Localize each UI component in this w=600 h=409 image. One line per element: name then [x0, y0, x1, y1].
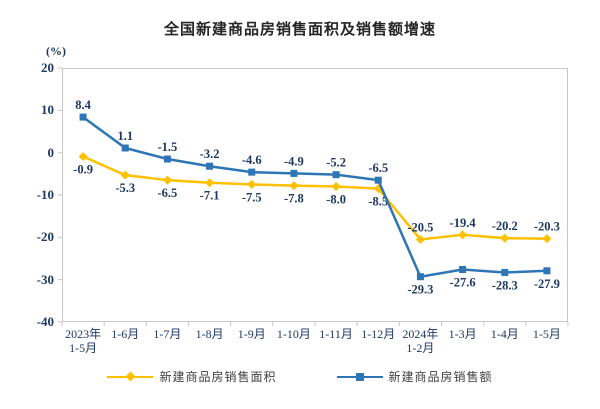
x-tick-label: 1-5月: [532, 327, 561, 341]
y-tick-label: 10: [41, 102, 54, 118]
x-tick-label: 1-11月: [319, 327, 353, 341]
legend-line-square-icon: [336, 372, 383, 382]
data-point-marker: [289, 181, 299, 191]
data-point-marker: [206, 162, 214, 170]
data-point-marker: [247, 179, 257, 189]
data-point-label: -27.9: [534, 277, 560, 291]
data-point-marker: [78, 151, 88, 162]
x-tick-label: 2023年 1-5月: [65, 327, 102, 355]
data-point-label: -6.5: [368, 161, 388, 175]
legend-line-diamond-icon: [107, 371, 154, 382]
data-point-marker: [205, 178, 215, 188]
data-point-label: -8.0: [326, 193, 346, 207]
data-point-marker: [120, 170, 130, 180]
data-point-label: -20.3: [534, 220, 560, 234]
x-tick-label: 1-3月: [448, 327, 477, 341]
series-line-area: [82, 155, 547, 241]
y-tick-label: -20: [36, 229, 54, 245]
data-point-marker: [458, 230, 468, 240]
data-point-marker: [332, 171, 340, 179]
y-tick-label: -30: [36, 271, 54, 287]
series-line-amount: [82, 116, 547, 279]
data-point-label: -20.5: [407, 220, 433, 234]
data-point-label: -27.6: [450, 276, 476, 290]
data-point-marker: [290, 169, 298, 177]
legend-item-sales-area: 新建商品房销售面积: [107, 368, 276, 385]
data-point-marker: [542, 234, 552, 244]
x-tick-label: 1-9月: [237, 327, 266, 341]
data-point-label: -28.3: [492, 278, 518, 292]
data-point-marker: [331, 182, 341, 192]
x-tick-label: 1-8月: [195, 327, 224, 341]
data-point-label: -29.3: [407, 283, 433, 297]
data-point-marker: [248, 168, 256, 176]
x-tick-label: 1-12月: [361, 327, 396, 341]
data-point-label: 1.1: [117, 129, 133, 143]
data-point-marker: [374, 176, 382, 184]
data-point-label: -7.8: [284, 192, 304, 206]
data-point-label: -0.9: [73, 162, 93, 176]
line-chart-canvas: -0.9 -5.3 -6.5 -7.1 -7.5 -7.8 -8.0 -8.5 -20.5 -19…: [58, 67, 569, 326]
data-point-label: -8.5: [368, 195, 388, 209]
data-point-marker: [163, 155, 171, 163]
data-point-label: -5.3: [115, 181, 135, 195]
x-tick-label: 1-10月: [276, 327, 311, 341]
x-tick-label: 1-4月: [490, 327, 519, 341]
data-point-label: -5.2: [326, 156, 346, 170]
data-point-marker: [121, 144, 129, 152]
y-axis-unit-label: (%): [46, 44, 66, 58]
x-tick-label: 2024年 1-2月: [402, 327, 439, 355]
data-point-marker: [543, 267, 551, 275]
y-tick-label: -40: [36, 314, 54, 329]
legend-item-sales-amount: 新建商品房销售额: [336, 368, 493, 385]
data-point-label: -3.2: [200, 147, 220, 161]
data-point-label: -7.1: [200, 189, 220, 203]
x-tick-label: 1-6月: [111, 327, 140, 341]
data-point-marker: [500, 233, 510, 243]
data-point-label: -4.6: [242, 153, 262, 167]
data-point-label: -7.5: [242, 190, 262, 204]
data-point-label: -20.2: [492, 219, 518, 233]
data-point-marker: [415, 234, 425, 244]
chart-legend: 新建商品房销售面积 新建商品房销售额: [0, 368, 600, 385]
legend-label-sales-area: 新建商品房销售面积: [159, 370, 277, 384]
data-point-label: -4.9: [284, 154, 304, 168]
y-tick-label: 20: [41, 60, 54, 75]
data-point-marker: [459, 266, 467, 274]
y-tick-label: -10: [36, 187, 54, 202]
data-point-marker: [501, 268, 509, 276]
data-point-label: 8.4: [75, 98, 91, 112]
data-point-label: -1.5: [158, 140, 178, 154]
chart-title: 全国新建商品房销售面积及销售额增速: [163, 21, 436, 38]
data-point-marker: [79, 113, 87, 121]
x-tick-label: 1-7月: [153, 327, 182, 341]
data-point-marker: [416, 273, 424, 281]
data-point-label: -19.4: [450, 216, 477, 230]
plot-area: [62, 68, 568, 322]
y-tick-label: 0: [47, 144, 55, 160]
data-point-marker: [162, 175, 172, 185]
data-point-label: -6.5: [158, 186, 178, 200]
legend-label-sales-amount: 新建商品房销售额: [388, 370, 493, 384]
